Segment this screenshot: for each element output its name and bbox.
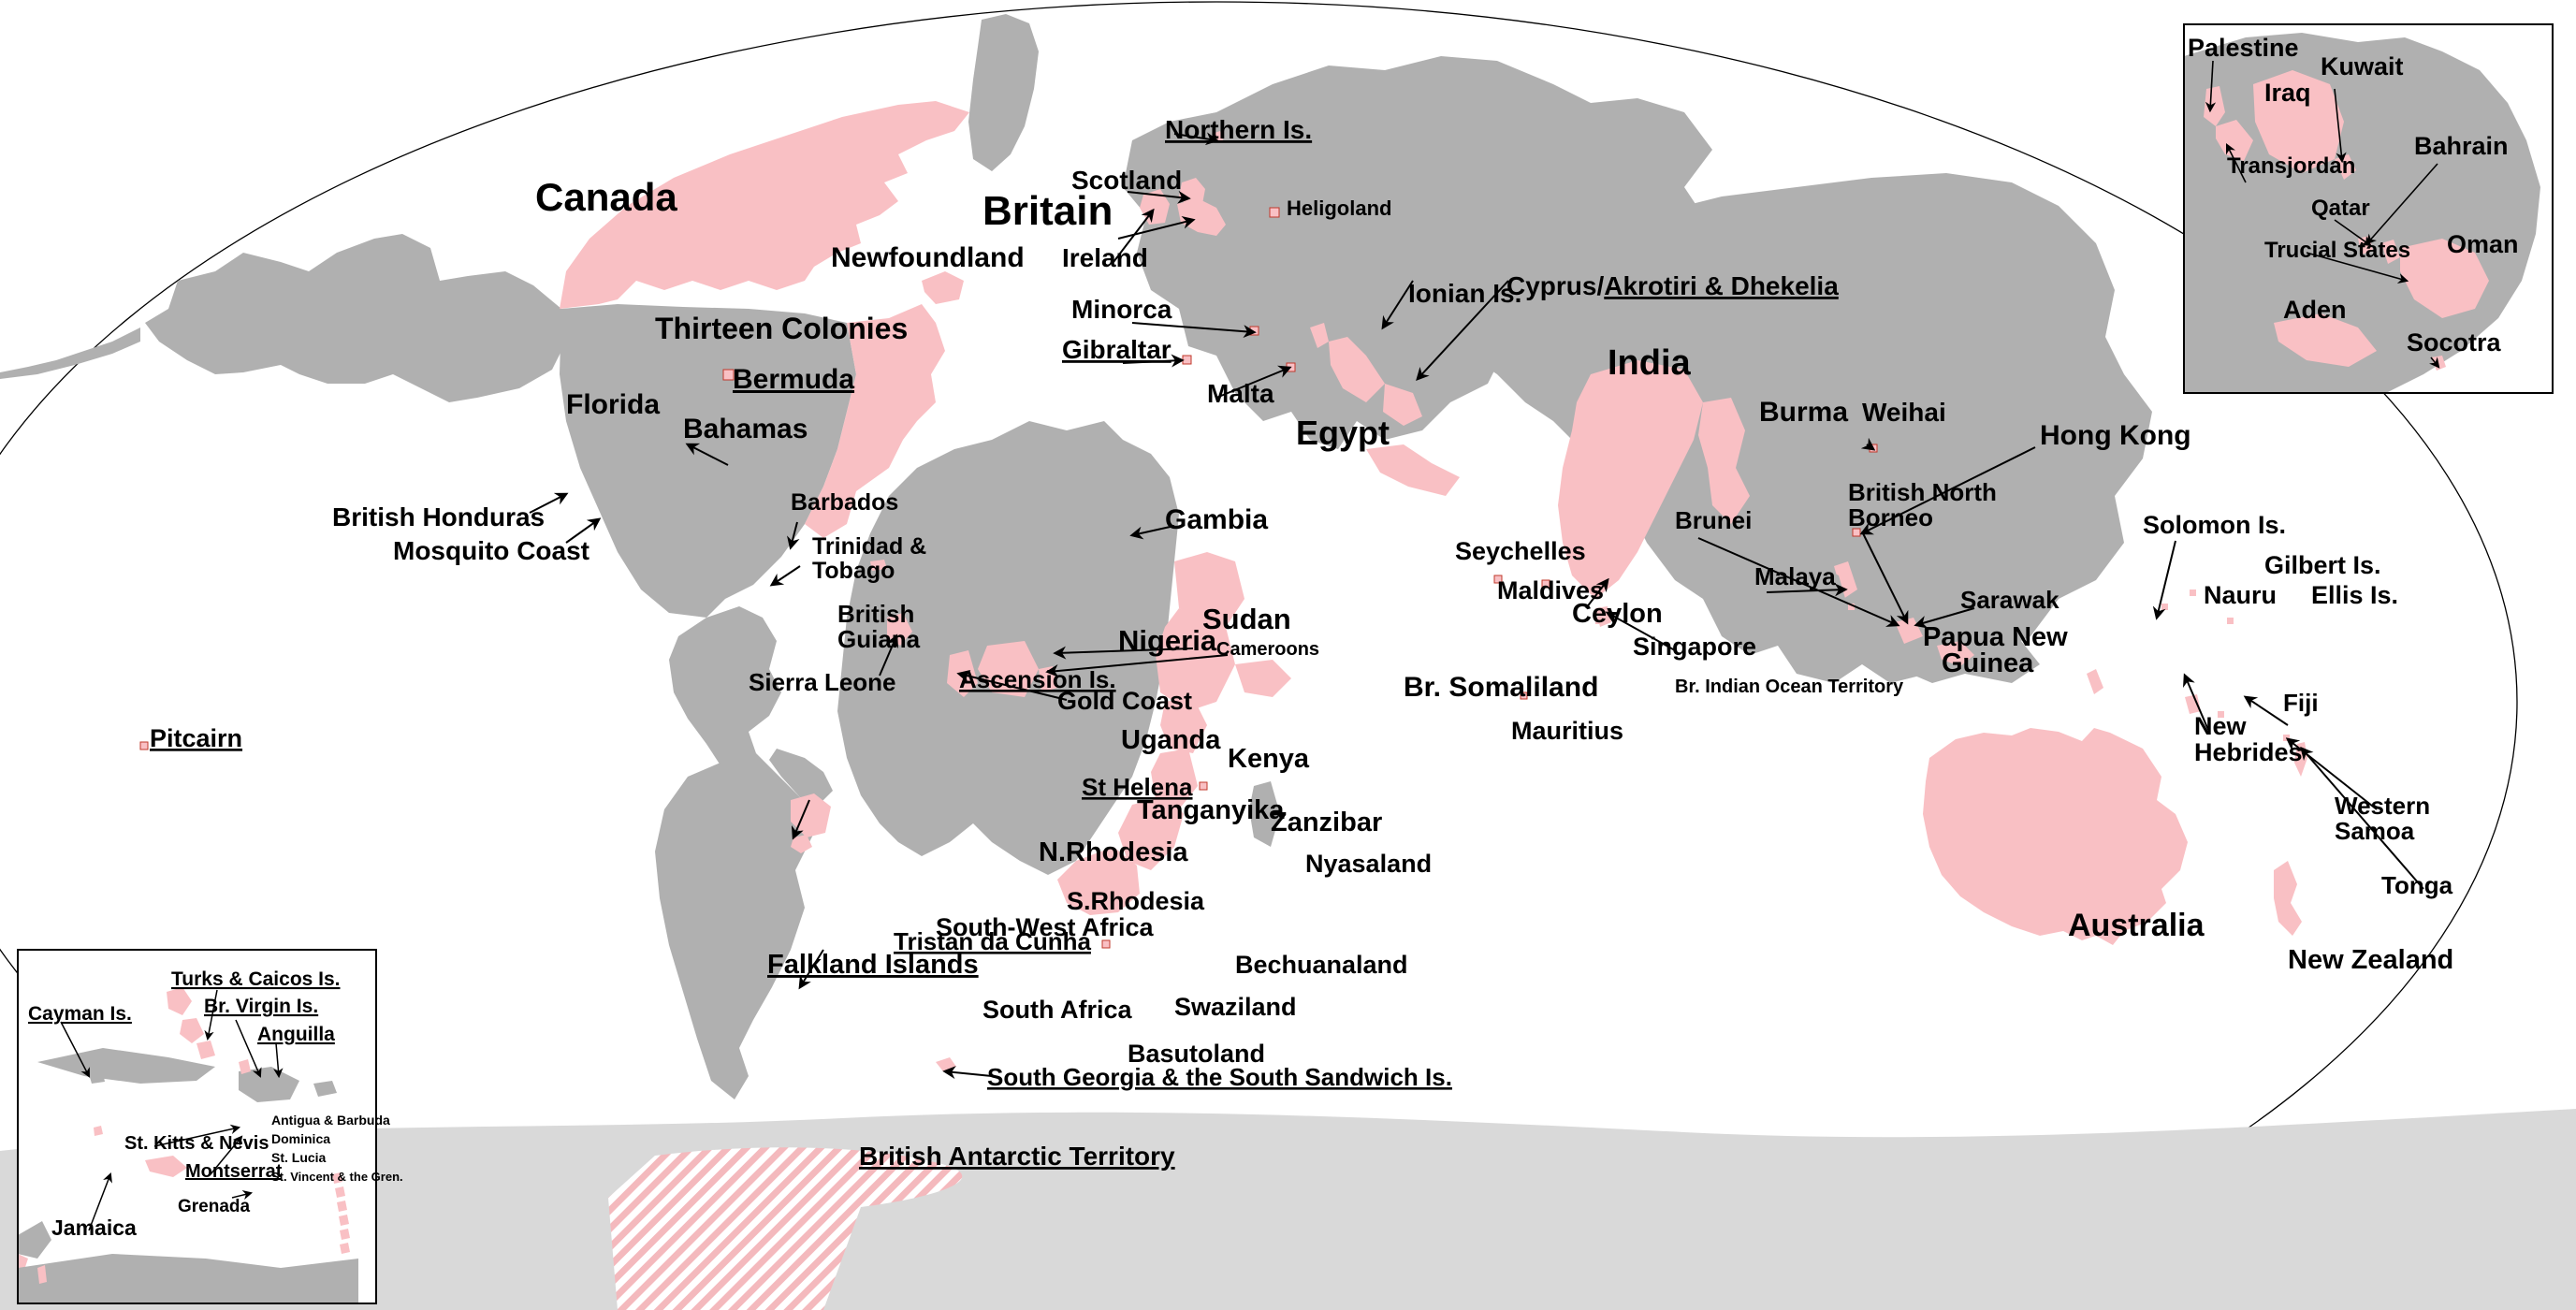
svg-text:Thirteen Colonies: Thirteen Colonies	[655, 312, 908, 345]
svg-text:Swaziland: Swaziland	[1174, 993, 1297, 1021]
svg-text:Cayman Is.: Cayman Is.	[28, 1003, 132, 1025]
svg-text:Turks & Caicos Is.: Turks & Caicos Is.	[171, 968, 341, 990]
svg-text:Qatar: Qatar	[2311, 196, 2370, 221]
svg-text:Samoa: Samoa	[2335, 817, 2415, 845]
svg-text:Ionian Is.: Ionian Is.	[1408, 279, 1521, 308]
svg-text:Aden: Aden	[2283, 296, 2347, 324]
svg-text:Cameroons: Cameroons	[1216, 639, 1319, 660]
svg-text:Barbados: Barbados	[791, 489, 898, 516]
svg-text:Solomon Is.: Solomon Is.	[2143, 511, 2286, 539]
svg-text:British North: British North	[1848, 478, 1997, 506]
svg-text:Falkland Islands: Falkland Islands	[767, 950, 979, 980]
svg-text:Br. Indian Ocean Territory: Br. Indian Ocean Territory	[1675, 677, 1904, 697]
svg-text:Guiana: Guiana	[837, 625, 921, 653]
svg-text:Borneo: Borneo	[1848, 503, 1933, 531]
svg-text:Mauritius: Mauritius	[1511, 717, 1623, 745]
svg-text:Heligoland: Heligoland	[1287, 196, 1391, 220]
svg-text:Anguilla: Anguilla	[257, 1024, 335, 1045]
svg-text:St. Lucia: St. Lucia	[271, 1150, 327, 1165]
svg-text:Br. Virgin Is.: Br. Virgin Is.	[204, 996, 318, 1017]
svg-text:Sierra Leone: Sierra Leone	[749, 668, 896, 696]
svg-text:Canada: Canada	[535, 175, 677, 219]
svg-text:Gibraltar: Gibraltar	[1062, 335, 1172, 364]
svg-text:Bahamas: Bahamas	[683, 414, 808, 444]
svg-text:Florida: Florida	[566, 389, 660, 420]
svg-text:Dominica: Dominica	[271, 1131, 330, 1146]
svg-text:N.Rhodesia: N.Rhodesia	[1039, 837, 1188, 867]
svg-text:British: British	[837, 600, 914, 628]
svg-text:St. Vincent & the Gren.: St. Vincent & the Gren.	[271, 1170, 403, 1184]
svg-text:Ceylon: Ceylon	[1572, 599, 1663, 629]
svg-text:Oman: Oman	[2447, 230, 2519, 258]
svg-text:Trucial States: Trucial States	[2264, 238, 2410, 263]
svg-text:Ellis Is.: Ellis Is.	[2311, 581, 2398, 609]
svg-text:Gambia: Gambia	[1165, 504, 1268, 535]
svg-text:Gilbert Is.: Gilbert Is.	[2264, 551, 2381, 579]
svg-text:Ascension Is.: Ascension Is.	[959, 665, 1116, 693]
svg-text:Bechuanaland: Bechuanaland	[1235, 951, 1408, 979]
svg-text:Western: Western	[2335, 792, 2430, 820]
svg-text:Sarawak: Sarawak	[1960, 586, 2059, 614]
svg-text:Transjordan: Transjordan	[2227, 153, 2355, 179]
svg-text:Kenya: Kenya	[1228, 744, 1310, 774]
svg-text:British Honduras: British Honduras	[332, 502, 545, 531]
svg-text:Tonga: Tonga	[2381, 871, 2453, 899]
svg-text:Ireland: Ireland	[1062, 243, 1148, 272]
svg-text:Burma: Burma	[1759, 397, 1848, 428]
svg-text:Jamaica: Jamaica	[51, 1215, 137, 1240]
svg-text:Nauru: Nauru	[2204, 581, 2277, 609]
svg-text:Hebrides: Hebrides	[2194, 738, 2303, 766]
svg-text:Australia: Australia	[2068, 908, 2205, 943]
svg-text:Hong Kong: Hong Kong	[2040, 420, 2191, 451]
svg-text:Minorca: Minorca	[1071, 295, 1172, 324]
svg-text:Pitcairn: Pitcairn	[150, 724, 242, 752]
svg-text:Palestine: Palestine	[2188, 34, 2299, 62]
svg-text:Zanzibar: Zanzibar	[1271, 808, 1382, 837]
svg-text:Montserrat: Montserrat	[185, 1161, 283, 1182]
svg-text:India: India	[1608, 343, 1692, 383]
svg-text:Trinidad &: Trinidad &	[812, 533, 926, 560]
svg-text:Iraq: Iraq	[2264, 79, 2311, 107]
svg-text:Nyasaland: Nyasaland	[1305, 850, 1432, 878]
svg-text:Uganda: Uganda	[1121, 725, 1221, 755]
svg-text:St Helena: St Helena	[1082, 773, 1193, 801]
svg-text:Northern Is.: Northern Is.	[1165, 115, 1312, 144]
svg-text:S.Rhodesia: S.Rhodesia	[1067, 887, 1205, 915]
svg-text:Mosquito Coast: Mosquito Coast	[393, 536, 589, 565]
svg-text:Cyprus/Akrotiri & Dhekelia: Cyprus/Akrotiri & Dhekelia	[1506, 271, 1839, 300]
svg-text:Fiji: Fiji	[2283, 689, 2319, 717]
svg-text:British Antarctic Territory: British Antarctic Territory	[859, 1142, 1175, 1171]
svg-text:Malaya: Malaya	[1754, 562, 1836, 590]
svg-text:Britain: Britain	[982, 188, 1113, 234]
svg-text:Grenada: Grenada	[178, 1197, 251, 1216]
svg-text:Weihai: Weihai	[1862, 398, 1946, 427]
svg-text:Socotra: Socotra	[2407, 328, 2502, 357]
svg-text:Bahrain: Bahrain	[2414, 132, 2509, 160]
svg-text:New Zealand: New Zealand	[2288, 945, 2453, 975]
svg-text:Malta: Malta	[1207, 379, 1274, 408]
svg-text:Sudan: Sudan	[1202, 603, 1291, 635]
svg-text:Br. Somaliland: Br. Somaliland	[1404, 672, 1598, 703]
svg-text:South Georgia & the South Sand: South Georgia & the South Sandwich Is.	[987, 1063, 1452, 1091]
svg-text:Tobago: Tobago	[812, 558, 895, 584]
svg-text:Guinea: Guinea	[1942, 648, 2034, 678]
svg-text:Newfoundland: Newfoundland	[831, 242, 1025, 273]
svg-text:Antigua & Barbuda: Antigua & Barbuda	[271, 1113, 390, 1128]
svg-text:Egypt: Egypt	[1296, 414, 1390, 452]
svg-text:Kuwait: Kuwait	[2321, 52, 2404, 80]
svg-text:Brunei: Brunei	[1675, 506, 1752, 534]
svg-text:Seychelles: Seychelles	[1455, 537, 1586, 565]
svg-text:Bermuda: Bermuda	[733, 364, 854, 395]
svg-text:South Africa: South Africa	[982, 996, 1132, 1024]
